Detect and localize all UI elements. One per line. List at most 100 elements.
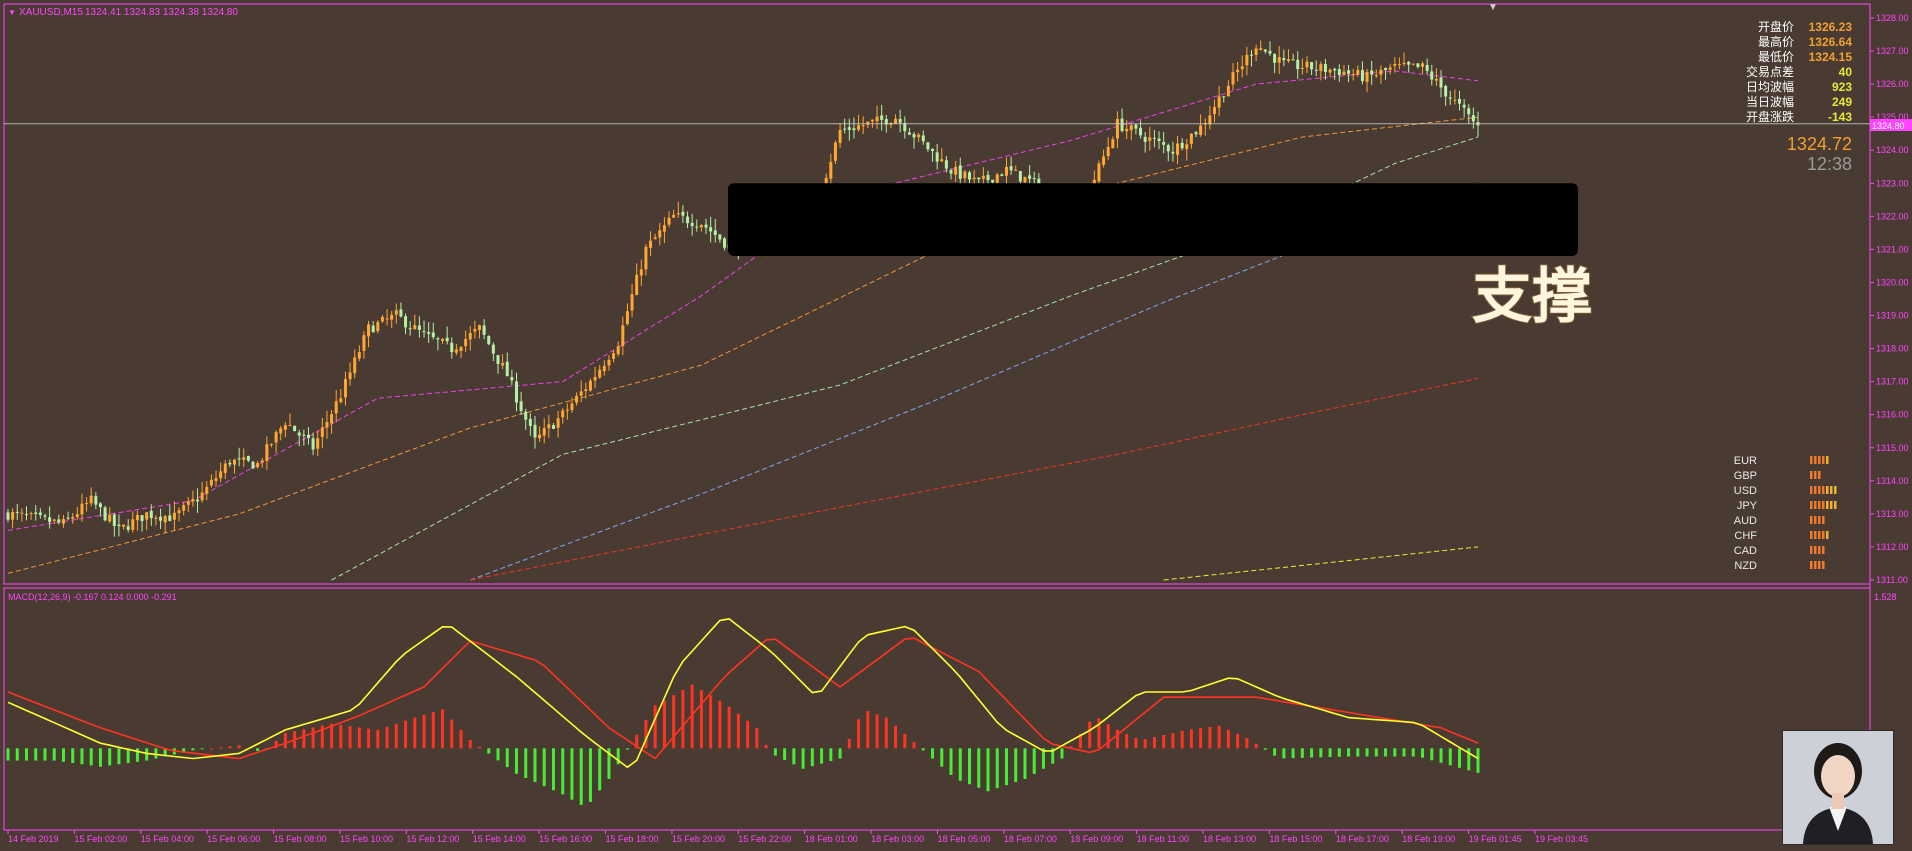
histogram-bar	[1004, 748, 1008, 786]
price-tick-label: 1315.00	[1876, 443, 1909, 453]
histogram-bar	[1189, 729, 1193, 749]
candle	[228, 459, 232, 468]
candle	[1166, 143, 1170, 162]
stat-label: 当日波幅	[1746, 94, 1794, 109]
candle	[205, 481, 209, 501]
candle	[491, 342, 495, 361]
candle	[89, 487, 93, 507]
currency-strength-bar	[1818, 501, 1821, 509]
histogram-bar	[1282, 748, 1286, 759]
candle	[690, 213, 694, 236]
histogram-bar	[24, 748, 28, 761]
support-zone	[728, 183, 1578, 257]
histogram-bar	[875, 714, 879, 749]
candle	[1000, 173, 1004, 177]
chart-dropdown-icon[interactable]: ▼	[8, 8, 16, 17]
candle	[376, 320, 380, 334]
candle	[52, 518, 56, 525]
candle	[399, 302, 403, 318]
time-tick-label: 18 Feb 13:00	[1203, 834, 1256, 844]
price-tick-label: 1316.00	[1876, 410, 1909, 420]
candle	[274, 430, 278, 454]
candle	[538, 426, 542, 442]
currency-strength-bar	[1834, 486, 1837, 494]
histogram-bar	[977, 748, 981, 788]
candle	[907, 127, 911, 136]
histogram-bar	[1217, 725, 1221, 749]
histogram-bar	[468, 740, 472, 749]
candle	[510, 369, 514, 386]
currency-strength-bar	[1814, 486, 1817, 494]
candle	[880, 104, 884, 131]
currency-strength-bar	[1810, 546, 1813, 554]
time-tick-label: 18 Feb 11:00	[1137, 834, 1189, 844]
currency-label: JPY	[1737, 500, 1758, 512]
candle	[686, 211, 690, 229]
candle	[436, 336, 440, 351]
time-tick-label: 18 Feb 19:00	[1402, 834, 1455, 844]
histogram-bar	[579, 748, 583, 805]
time-tick-label: 15 Feb 20:00	[672, 834, 725, 844]
candle	[1023, 176, 1027, 183]
candle	[940, 148, 944, 163]
histogram-bar	[89, 748, 93, 766]
currency-strength-bar	[1826, 456, 1829, 464]
candle	[1421, 61, 1425, 74]
candle	[556, 410, 560, 438]
candle	[612, 350, 616, 363]
histogram-bar	[801, 748, 805, 769]
candle	[482, 319, 486, 340]
candle	[713, 219, 717, 243]
candle	[11, 508, 15, 529]
histogram-bar	[459, 729, 463, 749]
candle	[561, 408, 565, 424]
candle	[15, 503, 19, 520]
candle	[103, 505, 107, 522]
histogram-bar	[1439, 748, 1443, 763]
candle	[163, 514, 167, 533]
candle	[1388, 63, 1392, 75]
currency-strength-bar	[1822, 561, 1825, 569]
candle	[1407, 61, 1411, 73]
price-tick-label: 1321.00	[1876, 244, 1909, 254]
histogram-bar	[1291, 748, 1295, 759]
countdown: 12:38	[1807, 154, 1852, 174]
candle	[427, 322, 431, 343]
candle	[1199, 114, 1203, 137]
candle	[1379, 65, 1383, 84]
candle	[838, 123, 842, 148]
candle	[1004, 157, 1008, 186]
price-tick-label: 1312.00	[1876, 542, 1909, 552]
support-label: 支撑	[1472, 262, 1592, 332]
candle	[528, 413, 532, 436]
candle	[963, 169, 967, 183]
histogram-bar	[1448, 748, 1452, 766]
time-tick-label: 14 Feb 2019	[8, 834, 59, 844]
candle	[362, 331, 366, 359]
histogram-bar	[857, 719, 861, 749]
currency-strength-bar	[1818, 486, 1821, 494]
currency-strength-bar	[1818, 456, 1821, 464]
histogram-bar	[903, 733, 907, 749]
candle	[579, 380, 583, 403]
currency-strength-bar	[1822, 486, 1825, 494]
candle	[1208, 105, 1212, 130]
histogram-bar	[1115, 729, 1119, 749]
candle	[413, 314, 417, 330]
candle	[126, 519, 130, 533]
histogram-bar	[561, 748, 565, 795]
histogram-bar	[145, 748, 149, 761]
scroll-marker-icon[interactable]: ▼	[1488, 2, 1498, 13]
currency-label: NZD	[1734, 560, 1757, 572]
histogram-bar	[514, 748, 518, 774]
candle	[66, 511, 70, 520]
stat-label: 开盘涨跌	[1746, 109, 1794, 124]
candle	[478, 324, 482, 339]
histogram-bar	[524, 748, 528, 778]
candle	[1370, 60, 1374, 85]
histogram-bar	[1374, 748, 1378, 757]
histogram-bar	[672, 695, 676, 749]
histogram-bar	[986, 748, 990, 792]
stat-value: 40	[1839, 65, 1853, 79]
stat-label: 开盘价	[1758, 19, 1794, 34]
